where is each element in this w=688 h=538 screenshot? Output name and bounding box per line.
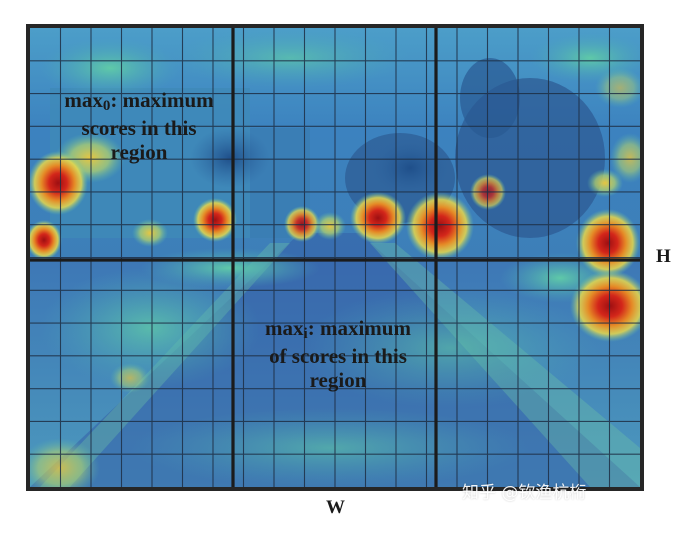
max-zero-subscript: 0	[102, 98, 111, 114]
fine-grid	[30, 28, 640, 487]
top-label-line-2: scores in this	[81, 115, 197, 140]
coarse-grid	[30, 28, 640, 487]
hotspot	[30, 151, 88, 215]
bottom-label-line-1: : maximum	[307, 316, 411, 340]
top-label-line-3: region	[110, 140, 168, 165]
heatmap-canvas	[30, 28, 640, 487]
hotspot	[576, 209, 640, 277]
bottom-label-line-2: of scores in this	[269, 343, 407, 368]
heatmap-figure	[26, 24, 644, 491]
axis-w-label: W	[326, 497, 345, 518]
tree-right-top	[460, 58, 520, 138]
hotspot	[570, 270, 640, 342]
hotspot	[350, 192, 406, 244]
axis-h-label: H	[656, 246, 671, 267]
hotspot	[132, 219, 168, 247]
hotspot	[193, 198, 237, 242]
bottom-region-label: maxi: maximum of scores in this region	[232, 316, 444, 393]
hotspot	[406, 192, 474, 260]
max-zero-prefix: max	[64, 88, 103, 112]
hotspot	[314, 212, 346, 240]
watermark: 知乎 @钦渔杭桁	[462, 483, 587, 503]
hotspot	[30, 220, 62, 260]
max-i-subscript: i	[303, 326, 308, 342]
top-label-line-1: : maximum	[110, 88, 214, 112]
top-region-label: max0: maximum scores in this region	[36, 88, 242, 165]
max-i-prefix: max	[265, 316, 304, 340]
hotspot	[284, 206, 320, 242]
bottom-label-line-3: region	[309, 368, 367, 393]
hotspot	[587, 169, 623, 197]
